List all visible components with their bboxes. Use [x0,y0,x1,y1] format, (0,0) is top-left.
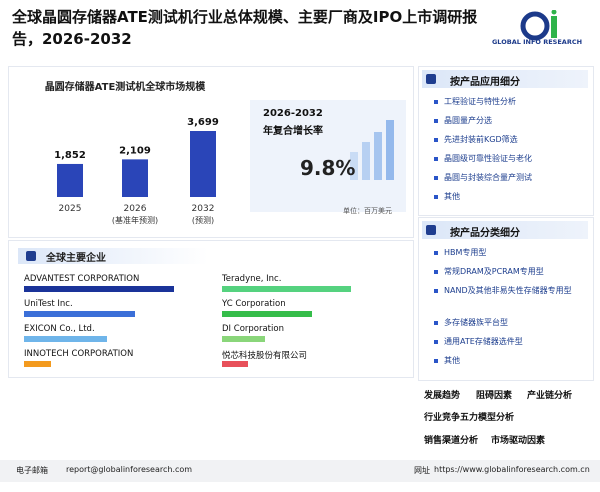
bar-chart: 1,852 2025 2,109 2026(基准年预测) 3,699 2032(预测) [54,117,219,225]
bullet [434,157,438,161]
category-note: (基准年预测) [112,215,158,225]
company-name: Teradyne, Inc. [222,274,282,284]
bullet [434,195,438,199]
website: https://www.globalinforesearch.com.cn [434,465,590,474]
category-label: 2025 [59,204,82,214]
category-label: 2026 [124,204,147,214]
value-label: 1,852 [54,150,86,161]
segment-item: 晶圆级可靠性验证与老化 [444,154,532,163]
segment-item: 工程验证与特性分析 [444,97,516,106]
company-bar [24,286,174,292]
company-name: INNOTECH CORPORATION [24,349,134,359]
segment-item: 先进封装前KGD筛选 [444,135,518,144]
section-header [422,221,588,239]
topic-tag: 产业链分析 [527,391,573,401]
value-label: 2,109 [119,145,151,156]
company-name: 悦芯科技股份有限公司 [222,351,308,361]
segment-item: 晶圆量产分选 [444,116,492,125]
company-name: ADVANTEST CORPORATION [24,274,140,284]
segment-item: HBM专用型 [444,248,487,257]
cagr-label: 2026-2032 [263,108,323,119]
topic-tag: 销售渠道分析 [424,436,479,446]
company-bar [24,336,108,342]
section-icon [26,251,36,261]
email-label: 电子邮箱 [16,466,48,475]
section-header [422,70,588,88]
company-name: UniTest Inc. [24,299,73,309]
bullet [434,176,438,180]
bar [190,131,216,197]
company-bar [222,361,248,367]
topic-tag: 市场驱动因素 [491,436,546,446]
bar [57,163,83,197]
company-name: EXICON Co., Ltd. [24,324,95,334]
section-icon [426,74,436,84]
category-label: 2032 [192,204,215,214]
section-icon [426,225,436,235]
segment-item: 其他 [444,356,460,365]
footer [0,460,600,482]
company-bar [222,336,265,342]
segment-item: NAND及其他非易失性存储器专用型 [444,286,572,295]
bullet [434,359,438,363]
segment-item: 其他 [444,192,460,201]
cagr-value: 9.8% [300,156,356,180]
website-label: 网址 [414,466,430,475]
bullet [434,270,438,274]
bullet [434,251,438,255]
logo-text: GLOBAL INFO RESEARCH [491,38,583,46]
topic-tag: 发展趋势 [424,391,461,401]
segment-item: 多存储器族平台型 [444,318,508,327]
email: report@globalinforesearch.com [66,465,193,474]
bullet [434,119,438,123]
growth-decoration [350,120,394,180]
segment-item: 晶圆与封装综合量产测试 [444,173,532,182]
segment-panel [418,217,594,381]
company-bar [24,311,135,317]
company-bar [222,311,313,317]
topic-tag: 行业竞争五力模型分析 [424,413,515,423]
section-title: 按产品应用细分 [450,77,520,88]
bullet [434,138,438,142]
section-header [18,248,208,264]
topic-tag: 阻碍因素 [476,391,513,401]
segment-item: 常规DRAM及PCRAM专用型 [444,267,544,276]
company-name: DI Corporation [222,324,284,334]
segment-item: 通用ATE存储器选件型 [444,337,523,346]
category-note: (预测) [192,215,214,225]
section-title: 按产品分类细分 [450,228,520,239]
company-bar [222,286,352,292]
company-name: YC Corporation [222,299,286,309]
value-label: 3,699 [187,117,219,128]
section-title: 全球主要企业 [46,253,106,264]
segment-panel [418,66,594,216]
bullet [434,100,438,104]
logo [520,10,557,41]
cagr-label: 年复合增长率 [263,126,323,137]
bullet [434,289,438,293]
bar [122,159,148,197]
bullet [434,321,438,325]
chart-title: 晶圆存储器ATE测试机全球市场规模 [44,82,206,93]
unit-note: 单位：百万美元 [343,207,392,215]
bullet [434,340,438,344]
report-title: 全球晶圆存储器ATE测试机行业总体规模、主要厂商及IPO上市调研报告，2026-… [12,8,478,48]
company-bar [24,361,52,367]
